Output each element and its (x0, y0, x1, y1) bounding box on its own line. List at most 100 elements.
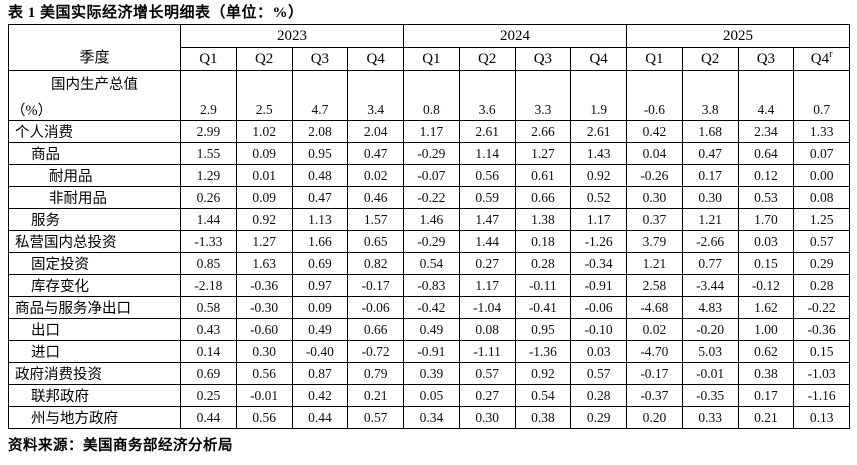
value-cell: 1.29 (180, 164, 237, 187)
value-cell: -1.11 (458, 340, 516, 363)
table-row: 固定投资 0.85 1.63 0.69 0.82 0.54 0.27 0.28 -0.34 1.2… (8, 252, 850, 275)
value-cell: 3.3 (514, 70, 572, 121)
value-cell: -0.11 (514, 274, 572, 297)
value-cell: -0.42 (403, 296, 460, 319)
table-row: 州与地方政府 0.44 0.56 0.44 0.57 0.34 0.30 0.38 0.29 0.… (8, 406, 850, 429)
value-cell: 1.44 (458, 230, 516, 253)
row-label: 个人消费 (8, 120, 181, 143)
value-cell: 2.66 (514, 120, 572, 143)
value-cell: 2.08 (291, 120, 349, 143)
value-cell: 0.18 (514, 230, 572, 253)
value-cell: 0.33 (681, 406, 739, 429)
table-title: 表 1 美国实际经济增长明细表（单位：%） (8, 5, 304, 21)
value-cell: 0.49 (403, 318, 460, 341)
value-cell: -0.60 (235, 318, 293, 341)
row-label: 固定投资 (8, 252, 181, 275)
value-cell: 0.92 (235, 208, 293, 231)
value-cell: 0.03 (737, 230, 795, 253)
value-cell: -0.06 (347, 296, 404, 319)
data-source-note: 资料来源：美国商务部经济分析局 (8, 438, 233, 454)
gdp-label-line2: （%） (11, 103, 53, 119)
value-cell: 0.57 (793, 230, 850, 253)
value-cell: 1.25 (793, 208, 850, 231)
quarter-header-label: Q4 (810, 50, 830, 67)
value-cell: 0.34 (403, 406, 460, 429)
value-cell: 1.17 (458, 274, 516, 297)
value-cell: 0.27 (458, 252, 516, 275)
row-label: 联邦政府 (8, 384, 181, 407)
quarter-header: Q4 (347, 47, 404, 71)
value-cell: 0.62 (737, 340, 795, 363)
value-cell: 3.8 (681, 70, 739, 121)
value-cell: 0.12 (737, 164, 795, 187)
value-cell: -1.36 (514, 340, 572, 363)
value-cell: 1.63 (235, 252, 293, 275)
value-cell: 0.09 (235, 142, 293, 165)
table-row: 出口 0.43 -0.60 0.49 0.66 0.49 0.08 0.95 -0.10 0.02… (8, 318, 850, 341)
value-cell: 0.44 (291, 406, 349, 429)
quarter-header: Q3 (514, 47, 572, 71)
value-cell: -0.22 (403, 186, 460, 209)
value-cell: -1.04 (458, 296, 516, 319)
value-cell: 0.02 (626, 318, 683, 341)
value-cell: 0.07 (793, 142, 850, 165)
value-cell: 0.52 (570, 186, 627, 209)
value-cell: -0.30 (235, 296, 293, 319)
value-cell: 3.4 (347, 70, 404, 121)
value-cell: 0.29 (793, 252, 850, 275)
row-label: 州与地方政府 (8, 406, 181, 429)
value-cell: 0.61 (514, 164, 572, 187)
value-cell: 1.02 (235, 120, 293, 143)
value-cell: 0.66 (514, 186, 572, 209)
value-cell: 0.00 (793, 164, 850, 187)
value-cell: 1.38 (514, 208, 572, 231)
value-cell: 0.17 (737, 384, 795, 407)
value-cell: -0.01 (681, 362, 739, 385)
value-cell: -0.83 (403, 274, 460, 297)
value-cell: -0.41 (514, 296, 572, 319)
table-row: 商品与服务净出口 0.58 -0.30 0.09 -0.06 -0.42 -1.04 -0.4… (8, 296, 850, 319)
value-cell: 0.7 (793, 70, 850, 121)
value-cell: 0.15 (793, 340, 850, 363)
value-cell: 0.25 (180, 384, 237, 407)
value-cell: 2.99 (180, 120, 237, 143)
table-row: 服务 1.44 0.92 1.13 1.57 1.46 1.47 1.38 1.17 0.37 1.… (8, 208, 850, 231)
value-cell: 0.30 (681, 186, 739, 209)
quarter-header: Q3 (291, 47, 349, 71)
value-cell: 0.77 (681, 252, 739, 275)
quarter-header: Q2 (681, 47, 739, 71)
value-cell: 1.55 (180, 142, 237, 165)
table-row: 商品 1.55 0.09 0.95 0.47 -0.29 1.14 1.27 1.43 0.04 0… (8, 142, 850, 165)
value-cell: 0.08 (458, 318, 516, 341)
value-cell: 0.43 (180, 318, 237, 341)
row-label: 私营国内总投资 (8, 230, 181, 253)
gdp-label-line1: 国内生产总值 (51, 77, 138, 93)
gdp-growth-table: 季度 2023 2024 2025 Q1 Q2 Q3 Q4 Q1 Q2 Q3 Q… (8, 24, 850, 429)
value-cell: 0.09 (291, 296, 349, 319)
value-cell: 0.65 (347, 230, 404, 253)
value-cell: 0.42 (291, 384, 349, 407)
value-cell: 0.53 (737, 186, 795, 209)
value-cell: 0.30 (626, 186, 683, 209)
value-cell: 0.56 (235, 362, 293, 385)
row-label: 非耐用品 (8, 186, 181, 209)
value-cell: 1.46 (403, 208, 460, 231)
value-cell: -0.10 (570, 318, 627, 341)
value-cell: -0.26 (626, 164, 683, 187)
value-cell: 0.82 (347, 252, 404, 275)
value-cell: 1.21 (626, 252, 683, 275)
table-row: 非耐用品 0.26 0.09 0.47 0.46 -0.22 0.59 0.66 0.52 0.3… (8, 186, 850, 209)
value-cell: -0.17 (347, 274, 404, 297)
value-cell: 0.01 (235, 164, 293, 187)
value-cell: 0.47 (347, 142, 404, 165)
revision-superscript: r (829, 48, 833, 60)
quarter-header: Q1 (403, 47, 460, 71)
value-cell: 0.69 (291, 252, 349, 275)
value-cell: 0.85 (180, 252, 237, 275)
value-cell: 0.30 (458, 406, 516, 429)
value-cell: -0.07 (403, 164, 460, 187)
row-label: 服务 (8, 208, 181, 231)
value-cell: 0.37 (626, 208, 683, 231)
value-cell: -3.44 (681, 274, 739, 297)
value-cell: -1.33 (180, 230, 237, 253)
